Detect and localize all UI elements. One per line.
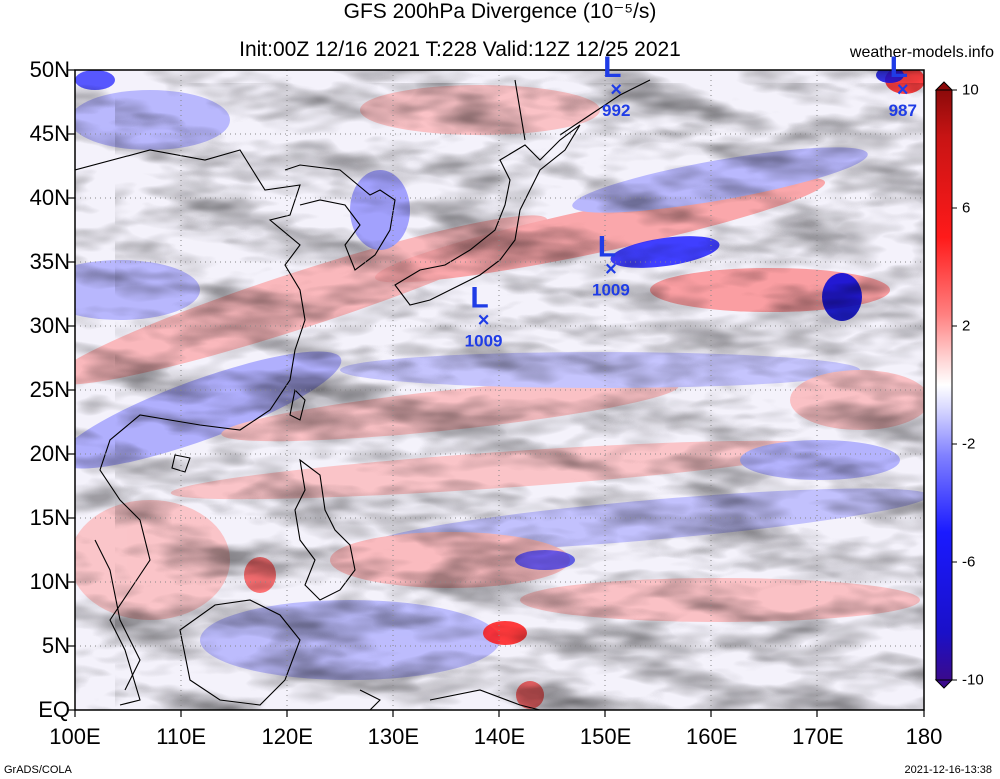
latitude-label: 15N — [29, 505, 70, 530]
low-pressure-marker: L×992 — [602, 51, 630, 120]
latitude-label: 45N — [29, 121, 70, 146]
low-pressure-marker: L×987 — [889, 51, 917, 120]
source-watermark: weather-models.info — [849, 44, 994, 61]
low-letter: L — [598, 230, 616, 263]
latitude-label: 50N — [29, 57, 70, 82]
low-pressure-marker: L×1009 — [465, 282, 503, 351]
latitude-label: 40N — [29, 185, 70, 210]
low-center-x-icon: × — [605, 258, 617, 280]
latitude-label: 10N — [29, 569, 70, 594]
low-letter: L — [470, 282, 488, 315]
longitude-label: 100E — [49, 724, 101, 749]
colorbar-label: 6 — [962, 199, 971, 217]
longitude-label: 150E — [579, 724, 632, 749]
title-line-1: GFS 200hPa Divergence (10⁻⁵/s) — [343, 0, 657, 23]
graticule — [75, 70, 924, 710]
footer-timestamp: 2021-12-16-13:38 — [904, 764, 992, 776]
latitude-label: EQ — [38, 697, 70, 722]
low-letter: L — [603, 51, 621, 84]
low-letter: L — [890, 51, 908, 84]
low-pressure-value: 992 — [602, 101, 630, 120]
colorbar-scale — [935, 89, 953, 681]
coastlines — [75, 79, 651, 710]
longitude-label: 110E — [156, 724, 206, 749]
longitude-label: 180 — [905, 724, 943, 749]
colorbar — [934, 81, 957, 689]
axis-ticks — [68, 69, 925, 717]
longitude-label: 140E — [473, 724, 526, 749]
low-pressure-marker: L×1009 — [592, 230, 630, 299]
longitude-label: 170E — [792, 724, 844, 749]
footer-credit: GrADS/COLA — [4, 764, 72, 776]
latitude-label: 5N — [41, 633, 70, 658]
latitude-label: 35N — [29, 249, 70, 274]
longitude-label: 130E — [367, 724, 420, 749]
latitude-label: 30N — [29, 313, 70, 338]
low-pressure-value: 1009 — [465, 332, 503, 351]
latitude-label: 20N — [29, 441, 70, 466]
longitude-label: 120E — [261, 724, 313, 749]
colorbar-top-arrow — [934, 81, 954, 91]
low-pressure-value: 1009 — [592, 280, 630, 299]
colorbar-label: -2 — [962, 435, 976, 453]
low-center-x-icon: × — [897, 79, 909, 101]
colorbar-label: 2 — [962, 317, 971, 335]
longitude-label: 160E — [686, 724, 738, 749]
colorbar-label: -6 — [962, 553, 976, 571]
divergence-field — [75, 70, 924, 710]
colorbar-label: -10 — [962, 671, 984, 689]
low-center-x-icon: × — [478, 310, 490, 332]
latitude-label: 25N — [29, 377, 70, 402]
colorbar-label: 10 — [962, 81, 979, 99]
low-pressure-value: 987 — [889, 101, 917, 120]
title-line-2: Init:00Z 12/16 2021 T:228 Valid:12Z 12/2… — [239, 38, 681, 61]
low-center-x-icon: × — [610, 79, 622, 101]
colorbar-bottom-arrow — [934, 679, 954, 689]
